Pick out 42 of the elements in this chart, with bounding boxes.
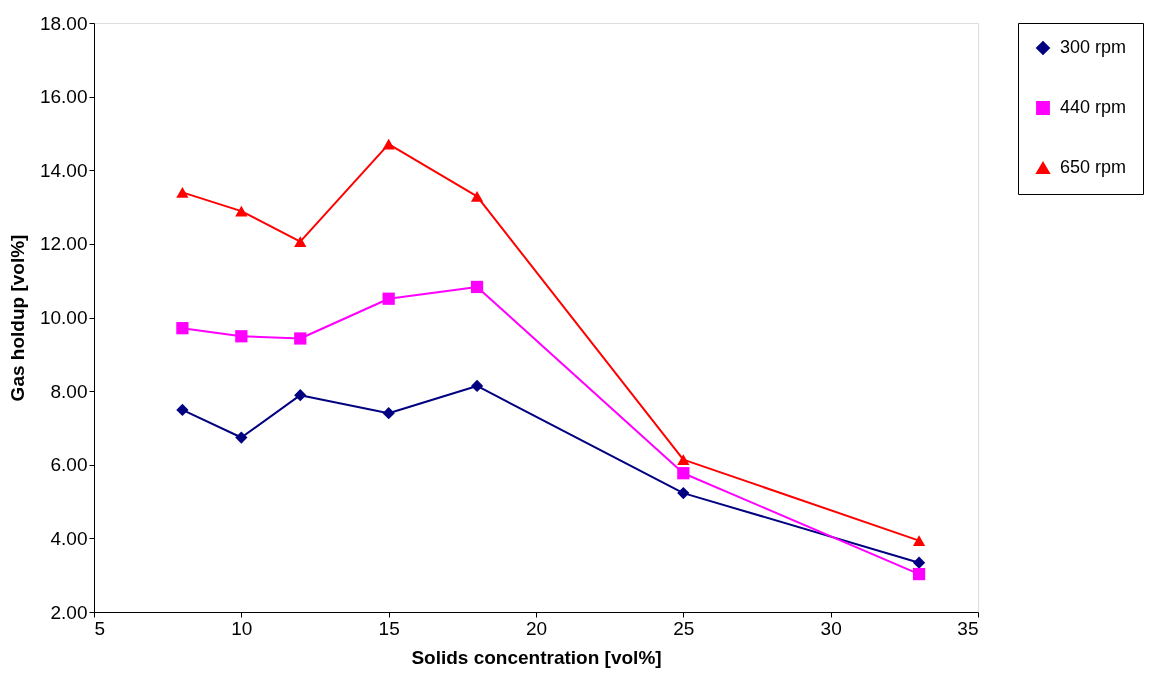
point [294,389,307,402]
point [912,535,926,546]
point [176,187,189,198]
point [677,486,690,500]
legend-label: 650 rpm [1060,157,1127,177]
point [677,467,690,480]
point [677,454,690,465]
x-tick-label: 10 [231,617,253,639]
y-tick-label: 12.00 [39,233,88,255]
x-tick-label: 35 [957,617,979,639]
y-tick-label: 8.00 [50,380,88,402]
x-tick-label: 15 [378,617,400,639]
x-tick-label: 5 [94,617,106,639]
point [470,191,484,202]
y-tick-label: 2.00 [50,601,88,623]
y-axis-title: Gas holdup [vol%] [6,234,28,402]
point [382,292,395,305]
x-axis-title: Solids concentration [vol%] [411,646,662,668]
x-tick-label: 20 [525,617,548,639]
point [912,556,926,569]
y-tick-label: 4.00 [50,527,88,549]
x-tick-label: 30 [820,617,842,639]
x-tick-label: 25 [673,617,695,639]
y-tick-label: 10.00 [39,307,88,328]
point [235,205,248,217]
point [470,280,484,294]
y-tick-label: 18.00 [39,12,88,34]
point [294,332,307,345]
point [235,330,248,343]
point [235,431,248,444]
point [176,322,189,335]
y-tick-label: 14.00 [39,159,88,181]
point [176,403,189,417]
point [912,567,926,581]
point [382,407,395,420]
legend-label: 300 rpm [1060,37,1127,57]
legend-label: 440 rpm [1060,97,1127,117]
y-tick-label: 6.00 [50,454,88,476]
point [470,379,484,393]
y-tick-label: 16.00 [39,86,88,108]
point [382,138,395,150]
point [294,236,307,247]
